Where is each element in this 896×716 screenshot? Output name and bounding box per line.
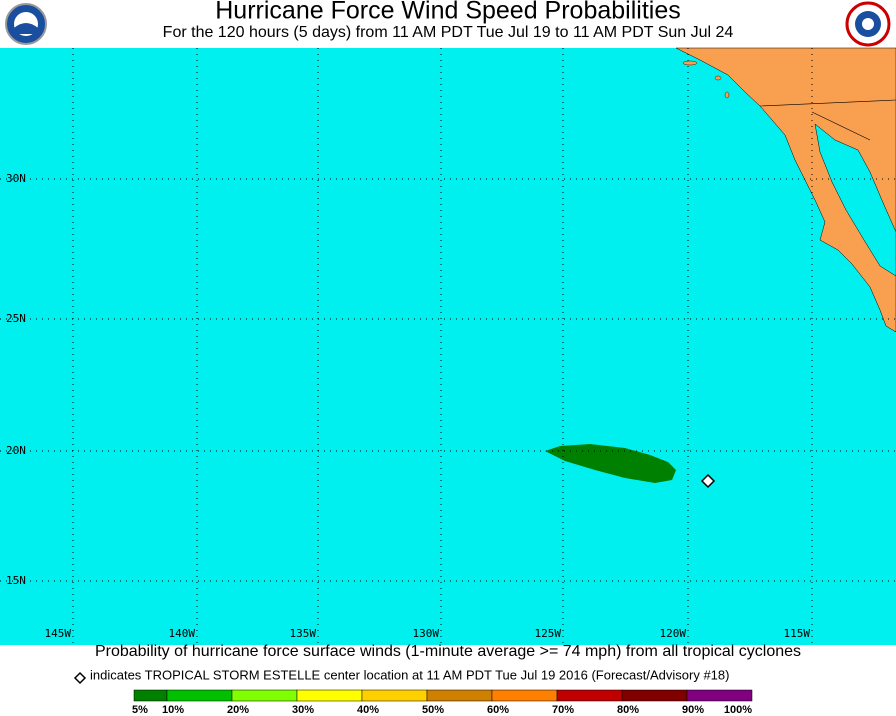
graticule: 30N 25N 20N 15N 145W 140W 135W 130W 125W 120W 115W [0, 48, 896, 645]
caption-line-2: indicates TROPICAL STORM ESTELLE center … [90, 667, 729, 682]
legend-swatch [491, 689, 558, 702]
longitude-label: 115W [784, 627, 811, 640]
longitude-label: 130W [413, 627, 440, 640]
borders [759, 99, 896, 141]
legend: 5% 10% 20% 30% 40% 50% 60% 70% 80% 90% 100% [132, 689, 753, 716]
legend-swatch [426, 689, 493, 702]
latitude-label: 30N [6, 172, 26, 185]
legend-label: 50% [422, 704, 444, 716]
island [724, 91, 730, 99]
legend-label: 70% [552, 704, 574, 716]
caption-line-1: Probability of hurricane force surface w… [95, 643, 801, 660]
latitude-label: 15N [6, 574, 26, 587]
title: Hurricane Force Wind Speed Probabilities [215, 0, 681, 25]
longitude-label: 135W [290, 627, 317, 640]
gulf-of-california [814, 123, 896, 277]
legend-label: 90% [682, 704, 704, 716]
longitude-label: 145W [45, 627, 72, 640]
map: 30N 25N 20N 15N 145W 140W 135W 130W 125W 120W 115W [0, 47, 896, 645]
longitude-label: 125W [535, 627, 562, 640]
legend-label: 10% [162, 704, 184, 716]
legend-swatch [686, 689, 753, 702]
noaa-logo [5, 3, 47, 45]
legend-label: 30% [292, 704, 314, 716]
legend-label: 80% [617, 704, 639, 716]
latitude-label: 25N [6, 312, 26, 325]
legend-swatch [296, 689, 363, 702]
island [682, 60, 698, 66]
legend-swatch [556, 689, 623, 702]
legend-label: 100% [724, 704, 752, 716]
longitude-label: 120W [660, 627, 687, 640]
legend-label: 60% [487, 704, 509, 716]
land [675, 47, 896, 333]
legend-diamond [73, 671, 87, 685]
legend-swatch [231, 689, 298, 702]
legend-swatch [621, 689, 688, 702]
legend-label: 20% [227, 704, 249, 716]
latitude-label: 20N [6, 444, 26, 457]
legend-swatch [361, 689, 428, 702]
legend-swatch [133, 689, 168, 702]
legend-label: 40% [357, 704, 379, 716]
probability-area [545, 444, 676, 483]
legend-swatch [166, 689, 233, 702]
legend-label: 5% [132, 704, 148, 716]
storm-center [700, 473, 716, 489]
longitude-label: 140W [169, 627, 196, 640]
nws-logo [845, 1, 891, 47]
island [714, 75, 722, 81]
subtitle: For the 120 hours (5 days) from 11 AM PD… [163, 24, 734, 41]
ocean [0, 48, 896, 645]
